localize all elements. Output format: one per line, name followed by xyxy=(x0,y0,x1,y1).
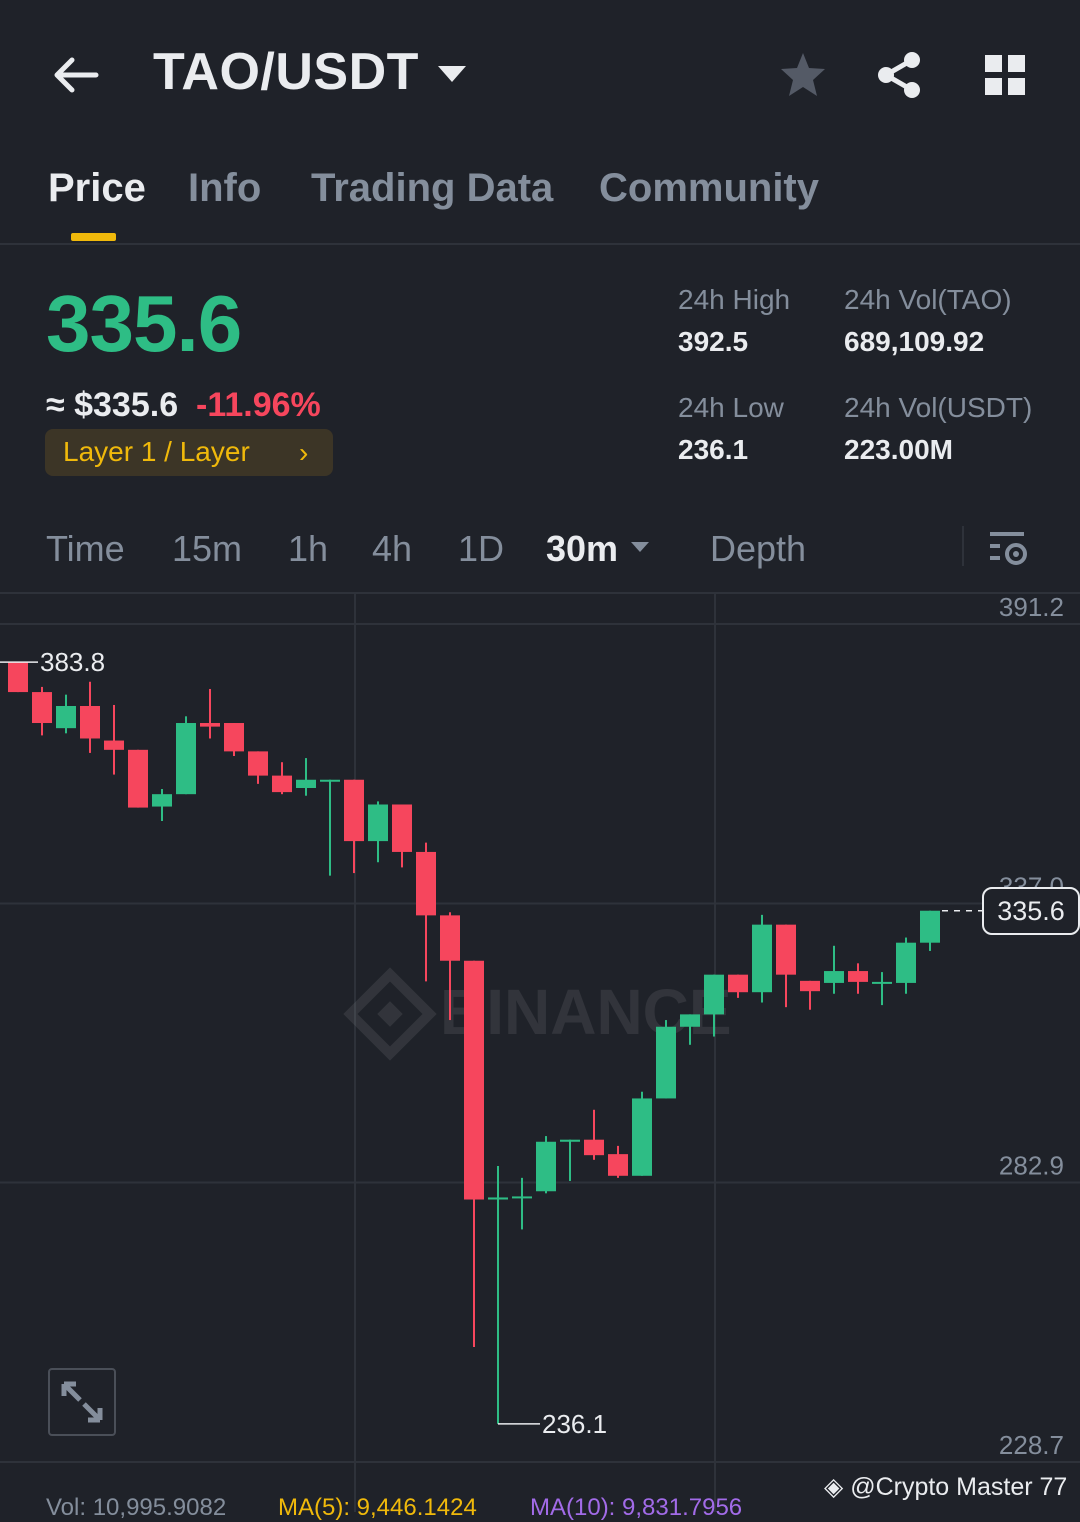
last-price: 335.6 xyxy=(46,279,242,368)
ma10-indicator: MA(10): 9,831.7956 xyxy=(530,1494,743,1521)
pair-dropdown-icon[interactable] xyxy=(436,62,468,86)
candle-body xyxy=(440,915,460,961)
candle-body xyxy=(248,751,268,776)
tab-bar: Price Info Trading Data Community xyxy=(0,150,1080,245)
candle-body xyxy=(32,692,52,724)
high-label: 24h High xyxy=(678,284,791,315)
candle-body xyxy=(896,942,916,983)
active-tab-indicator xyxy=(71,233,116,241)
candle-body xyxy=(392,804,412,852)
y-tick-label: 282.9 xyxy=(999,1150,1064,1180)
candle-body xyxy=(272,775,292,793)
pair-title[interactable]: TAO/USDT xyxy=(153,43,419,101)
interval-dropdown-icon[interactable] xyxy=(630,540,650,554)
candle-body xyxy=(320,779,340,782)
candle-body xyxy=(104,740,124,750)
chevron-right-icon: › xyxy=(299,437,309,468)
candle-body xyxy=(344,779,364,842)
tab-info[interactable]: Info xyxy=(188,166,262,210)
interval-4h[interactable]: 4h xyxy=(372,528,413,569)
vol-tao-value: 689,109.92 xyxy=(844,326,985,357)
y-tick-label: 228.7 xyxy=(999,1430,1064,1460)
y-tick-label: 391.2 xyxy=(999,594,1064,622)
candle-body xyxy=(416,851,436,916)
volume-indicator: Vol: 10,995.9082 xyxy=(46,1494,227,1521)
favorite-star-icon[interactable] xyxy=(778,50,828,100)
high-marker-label: 383.8 xyxy=(40,647,105,677)
category-tag[interactable]: Layer 1 / Layer › xyxy=(45,429,333,476)
interval-15m[interactable]: 15m xyxy=(172,528,243,569)
interval-time[interactable]: Time xyxy=(46,528,125,569)
tab-trading-data[interactable]: Trading Data xyxy=(311,166,554,210)
low-label: 24h Low xyxy=(678,392,784,423)
candle-body xyxy=(824,971,844,983)
vol-tao-label: 24h Vol(TAO) xyxy=(844,284,1012,315)
candle-body xyxy=(560,1139,580,1142)
interval-1h[interactable]: 1h xyxy=(288,528,329,569)
credit-text: @Crypto Master 77 xyxy=(850,1473,1068,1501)
candle-body xyxy=(536,1141,556,1192)
candle-body xyxy=(368,804,388,842)
candle-body xyxy=(128,749,148,808)
candle-body xyxy=(608,1154,628,1176)
candle-body xyxy=(704,974,724,1015)
vol-usdt-value: 223.00M xyxy=(844,434,953,465)
candle-body xyxy=(776,924,796,975)
top-bar: TAO/USDT xyxy=(0,0,1080,150)
watermark-credit: ◈ @Crypto Master 77 xyxy=(824,1472,1067,1502)
chart-settings-icon[interactable] xyxy=(988,528,1030,568)
tab-community[interactable]: Community xyxy=(599,166,819,210)
candle-body xyxy=(584,1139,604,1156)
grid-menu-icon[interactable] xyxy=(982,52,1028,98)
candle-body xyxy=(656,1026,676,1099)
candle-body xyxy=(200,723,220,727)
candle-body xyxy=(80,705,100,739)
interval-1d[interactable]: 1D xyxy=(458,528,505,569)
candle-body xyxy=(176,723,196,795)
candle-body xyxy=(512,1196,532,1199)
candle-body xyxy=(680,1014,700,1027)
divider xyxy=(962,526,964,566)
vol-usdt-label: 24h Vol(USDT) xyxy=(844,392,1033,423)
low-marker-label: 236.1 xyxy=(542,1409,607,1439)
candle-body xyxy=(848,971,868,982)
candle-body xyxy=(8,662,28,693)
price-change-percent: -11.96% xyxy=(196,386,321,424)
interval-bar: Time 15m 1h 4h 1D 30m Depth xyxy=(0,510,1080,594)
last-price-marker: 335.6 xyxy=(982,886,1080,935)
share-icon[interactable] xyxy=(874,50,924,100)
candle-body xyxy=(872,981,892,984)
diamond-logo-icon: ◈ xyxy=(824,1473,844,1501)
usd-price: ≈ $335.6 xyxy=(46,386,179,424)
back-arrow-icon[interactable] xyxy=(50,52,102,98)
watermark: BINANCE xyxy=(343,967,732,1061)
ma5-indicator: MA(5): 9,446.1424 xyxy=(278,1494,477,1521)
tab-price[interactable]: Price xyxy=(48,166,146,210)
candle-body xyxy=(752,924,772,993)
candle-body xyxy=(296,779,316,788)
interval-30m[interactable]: 30m xyxy=(546,528,619,569)
interval-depth[interactable]: Depth xyxy=(710,528,807,569)
candle-body xyxy=(464,960,484,1200)
candle-body xyxy=(800,980,820,992)
candle-body xyxy=(56,705,76,729)
candle-body xyxy=(728,974,748,993)
category-tag-label: Layer 1 / Layer xyxy=(63,436,250,467)
candle-body xyxy=(920,910,940,943)
candle-body xyxy=(488,1197,508,1200)
candle-body xyxy=(152,794,172,807)
low-value: 236.1 xyxy=(678,434,749,465)
high-value: 392.5 xyxy=(678,326,749,357)
candle-body xyxy=(632,1098,652,1176)
fullscreen-expand-icon[interactable] xyxy=(48,1368,116,1436)
svg-text:BINANCE: BINANCE xyxy=(440,976,732,1048)
candle-body xyxy=(224,723,244,752)
